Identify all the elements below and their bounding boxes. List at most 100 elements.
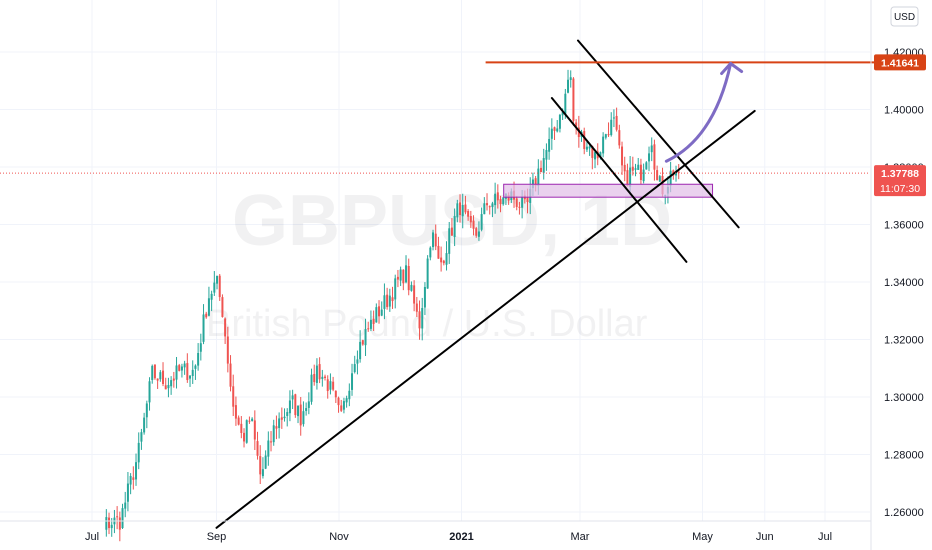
- candle-body: [486, 203, 489, 206]
- candle-body: [413, 285, 416, 304]
- candle-body: [359, 341, 362, 360]
- candle-body: [407, 266, 410, 291]
- candle-body: [342, 401, 345, 410]
- candle-body: [367, 328, 370, 330]
- candle-body: [602, 136, 605, 154]
- candle-body: [426, 258, 429, 289]
- candle-body: [588, 146, 591, 149]
- candle-body: [267, 440, 270, 457]
- candle-body: [210, 293, 213, 300]
- candle-body: [324, 376, 327, 378]
- candle-body: [251, 418, 254, 421]
- y-tick-label: 1.40000: [884, 105, 924, 117]
- candle-body: [480, 214, 483, 230]
- candle-body: [294, 394, 297, 416]
- watermark-name: British Pound / U.S. Dollar: [206, 303, 648, 345]
- candle-body: [629, 167, 632, 187]
- candle-body: [334, 390, 337, 398]
- candle-body: [243, 432, 246, 442]
- candle-body: [642, 169, 645, 182]
- candle-body: [191, 369, 194, 377]
- candle-body: [453, 215, 456, 238]
- candle-body: [364, 329, 367, 346]
- candle-body: [648, 153, 651, 162]
- channel-upper-line[interactable]: [576, 39, 740, 229]
- price-axis[interactable]: 1.26000 1.28000 1.30000 1.32000 1.34000 1.360…: [870, 0, 924, 550]
- candle-body: [118, 517, 121, 530]
- candle-body: [162, 370, 165, 384]
- candle-body: [553, 127, 556, 131]
- candle-body: [477, 231, 480, 237]
- candle-body: [658, 176, 661, 182]
- candle-body: [372, 318, 375, 324]
- candle-body: [464, 204, 467, 213]
- drawing-layer[interactable]: [0, 39, 874, 529]
- y-tick-label: 1.36000: [884, 220, 924, 232]
- candle-body: [396, 276, 399, 280]
- candle-body: [456, 203, 459, 218]
- candle-body: [612, 117, 615, 119]
- candle-body: [399, 269, 402, 281]
- candle-body: [307, 401, 310, 408]
- candle-body: [264, 455, 267, 469]
- candle-body: [423, 286, 426, 308]
- candle-body: [151, 365, 154, 380]
- candle-body: [556, 128, 559, 132]
- candle-body: [378, 306, 381, 317]
- candle-body: [488, 206, 491, 208]
- resistance-price-tag: [874, 54, 926, 71]
- channel-lower-line[interactable]: [550, 97, 688, 263]
- candle-body: [631, 166, 634, 171]
- candle-body: [283, 416, 286, 419]
- demand-zone-rectangle[interactable]: [503, 183, 714, 198]
- x-tick-label: May: [692, 531, 713, 543]
- candle-body: [286, 412, 289, 416]
- candle-body: [537, 168, 540, 186]
- candle-body: [585, 146, 588, 150]
- candle-body: [634, 168, 637, 170]
- candle-body: [610, 119, 613, 136]
- candle-body: [675, 172, 678, 176]
- candle-body: [572, 78, 575, 121]
- price-tags: 1.41641 1.37788 11:07:30: [874, 54, 926, 197]
- candle-body: [205, 313, 208, 318]
- candle-body: [421, 307, 424, 329]
- x-tick-label: Jul: [85, 531, 99, 543]
- candle-body: [558, 114, 561, 129]
- projection-arrow-head[interactable]: [720, 62, 744, 75]
- candle-body: [607, 134, 610, 136]
- candle-body: [499, 199, 502, 205]
- candle-body: [677, 171, 680, 174]
- candle-body: [288, 400, 291, 414]
- currency-button[interactable]: USD: [890, 6, 919, 27]
- candle-body: [410, 284, 413, 291]
- candle-body: [429, 247, 432, 258]
- candle-body: [232, 386, 235, 407]
- candle-body: [467, 211, 470, 217]
- candle-body: [240, 423, 243, 434]
- candle-body: [175, 365, 178, 380]
- candle-body: [275, 426, 278, 429]
- candle-body: [583, 131, 586, 149]
- candle-body: [315, 365, 318, 383]
- candle-body: [348, 390, 351, 400]
- projection-arrow[interactable]: [664, 62, 733, 163]
- candle-body: [110, 524, 113, 529]
- candle-body: [569, 77, 572, 80]
- candle-body: [591, 145, 594, 158]
- candle-body: [545, 150, 548, 160]
- candle-body: [189, 375, 192, 379]
- candle-body: [542, 158, 545, 173]
- support-trendline[interactable]: [215, 109, 756, 529]
- candle-body: [623, 164, 626, 172]
- candle-body: [172, 378, 175, 381]
- candle-body: [116, 516, 119, 518]
- last-price-tag: [874, 165, 926, 197]
- candle-body: [445, 253, 448, 265]
- candle-body: [302, 411, 305, 425]
- candle-body: [194, 365, 197, 369]
- candle-body: [221, 297, 224, 317]
- time-axis[interactable]: Jul Sep Nov 2021 Mar May Jun Jul: [0, 520, 871, 543]
- candle-body: [459, 202, 462, 216]
